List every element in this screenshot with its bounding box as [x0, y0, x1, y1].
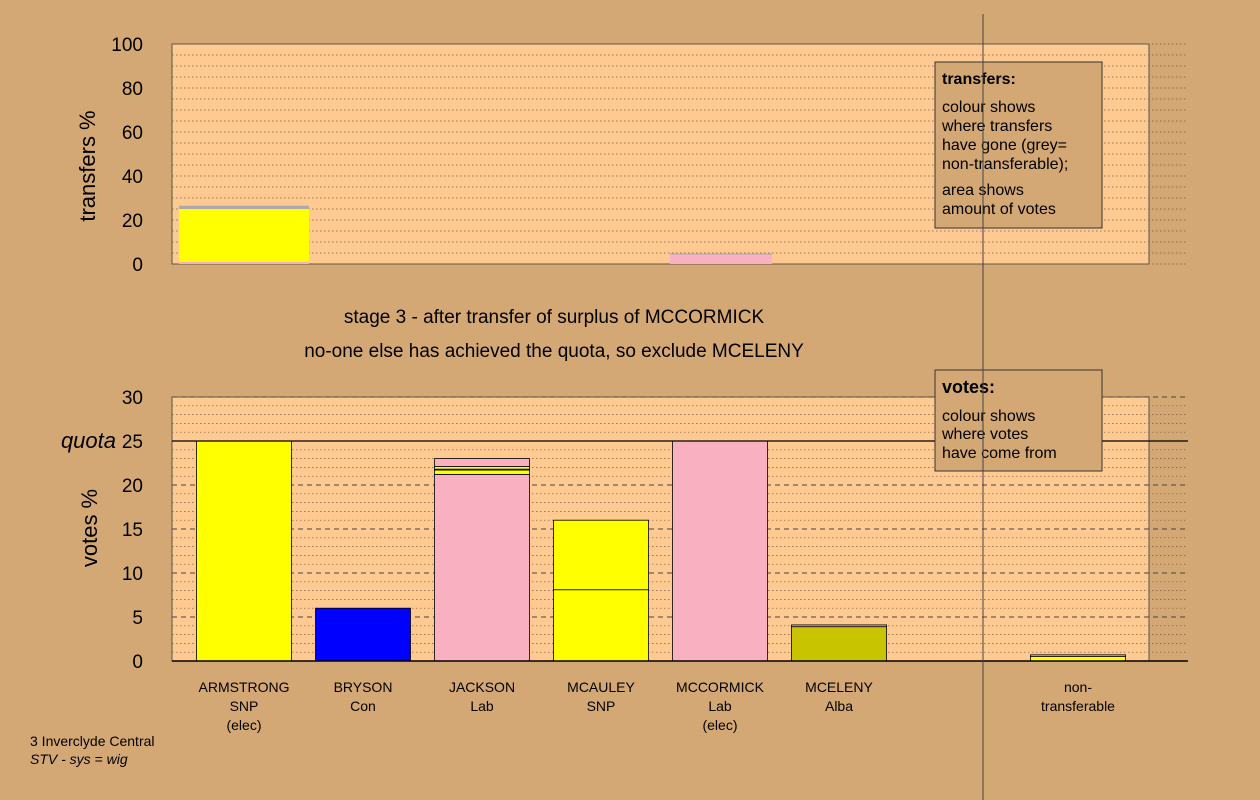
- nontransferable-label-line: non-: [1064, 679, 1092, 695]
- transfers-legend-line: where transfers: [941, 118, 1052, 135]
- transfers-bar-segment: [179, 205, 309, 209]
- votes-legend-line: colour shows: [942, 408, 1035, 425]
- transfers-bars: [179, 205, 772, 264]
- transfers-legend-line: non-transferable);: [942, 156, 1068, 173]
- votes-bars: [196, 440, 1126, 662]
- transfers-y-tick-label: 100: [111, 35, 143, 56]
- votes-y-tick-label: 30: [122, 388, 143, 409]
- votes-legend-title: votes:: [942, 377, 995, 397]
- transfers-bar-segment: [179, 209, 309, 262]
- votes-y-tick-label: 0: [132, 652, 143, 673]
- system-name: STV - sys = wig: [30, 751, 128, 767]
- candidate-label-line: BRYSON: [334, 679, 393, 695]
- transfers-y-tick-label: 0: [132, 255, 143, 276]
- candidate-labels: ARMSTRONG SNP (elec) BRYSON Con JACKSON Lab MCA…: [199, 679, 874, 733]
- transfers-y-axis-label: transfers %: [75, 110, 100, 221]
- candidate-label-line: SNP: [587, 698, 616, 714]
- candidate-label-line: SNP: [230, 698, 259, 714]
- votes-bar-segment: [315, 607, 411, 662]
- transfers-bar-segment: [179, 261, 309, 264]
- transfers-y-tick-label: 80: [122, 79, 143, 100]
- votes-y-axis-label: votes %: [77, 489, 102, 567]
- transfers-y-ticks: 0 20 40 60 80 100: [111, 35, 143, 276]
- quota-label: quota: [61, 428, 116, 453]
- votes-bar-segment: [434, 469, 530, 475]
- candidate-label-line: Con: [350, 698, 376, 714]
- candidate-label-line: MCCORMICK: [676, 679, 765, 695]
- nontransferable-bar-segment: [1030, 654, 1126, 658]
- stage-line-2: no-one else has achieved the quota, so e…: [304, 341, 804, 362]
- candidate-label-line: MCAULEY: [567, 679, 635, 695]
- votes-bar-segment: [434, 474, 530, 662]
- votes-bar-segment: [434, 458, 530, 467]
- candidate-label-line: Alba: [825, 698, 853, 714]
- transfers-bar-segment: [670, 254, 772, 264]
- candidate-label-line: (elec): [702, 717, 737, 733]
- votes-y-tick-label: 10: [122, 564, 143, 585]
- candidate-label-line: JACKSON: [449, 679, 515, 695]
- transfers-legend-title: transfers:: [942, 71, 1016, 88]
- votes-legend-line: have come from: [942, 445, 1057, 462]
- votes-y-tick-label: 5: [132, 608, 143, 629]
- votes-bar-segment: [791, 626, 887, 662]
- votes-bar-segment: [672, 440, 768, 662]
- stage-line-1: stage 3 - after transfer of surplus of M…: [344, 307, 765, 328]
- transfers-legend-line: have gone (grey=: [942, 137, 1067, 154]
- candidate-label-line: (elec): [226, 717, 261, 733]
- transfers-y-tick-label: 40: [122, 167, 143, 188]
- votes-legend: votes: colour shows where votes have com…: [934, 369, 1103, 472]
- transfers-bar-segment: [670, 253, 772, 255]
- votes-y-tick-label: 20: [122, 476, 143, 497]
- votes-bar-segment: [791, 624, 887, 628]
- candidate-label-line: MCELENY: [805, 679, 873, 695]
- votes-legend-line: where votes: [941, 426, 1028, 443]
- transfers-legend-line: colour shows: [942, 99, 1035, 116]
- votes-y-tick-label: 15: [122, 520, 143, 541]
- votes-y-ticks: 0 5 10 15 20 25 30: [122, 388, 143, 673]
- transfers-y-tick-label: 60: [122, 123, 143, 144]
- votes-bar-segment: [196, 440, 292, 662]
- transfers-legend: transfers: colour shows where transfers …: [934, 61, 1103, 229]
- candidate-label-line: Lab: [470, 698, 494, 714]
- votes-y-tick-label: 25: [122, 432, 143, 453]
- ward-name: 3 Inverclyde Central: [30, 733, 155, 749]
- candidate-label-line: Lab: [708, 698, 732, 714]
- transfers-legend-line: amount of votes: [942, 201, 1056, 218]
- votes-bar-segment: [553, 519, 649, 591]
- transfers-y-tick-label: 20: [122, 211, 143, 232]
- candidate-label-line: ARMSTRONG: [199, 679, 290, 695]
- nontransferable-label-line: transferable: [1041, 698, 1115, 714]
- votes-bar-segment: [553, 589, 649, 662]
